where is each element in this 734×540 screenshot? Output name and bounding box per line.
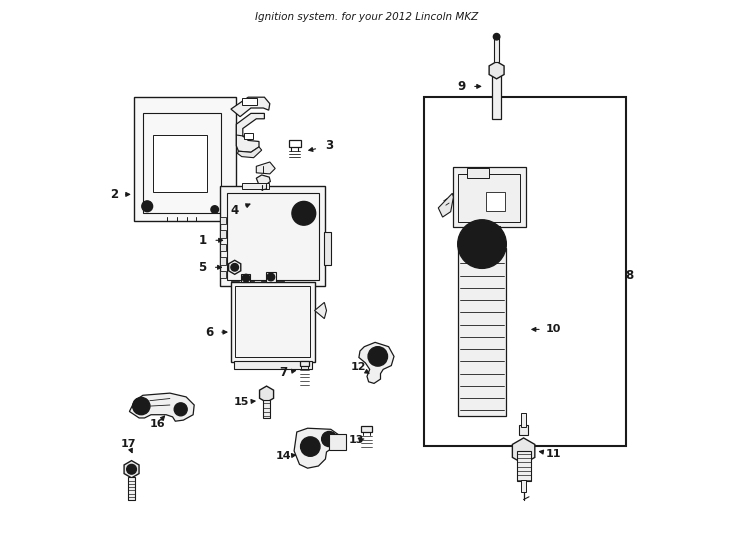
Polygon shape (236, 113, 264, 152)
Circle shape (211, 206, 219, 213)
Circle shape (242, 274, 250, 282)
Bar (220, 217, 225, 224)
Bar (241, 98, 257, 105)
Circle shape (458, 220, 506, 268)
Polygon shape (359, 342, 394, 383)
Text: 11: 11 (545, 449, 561, 458)
Polygon shape (489, 62, 504, 79)
Text: 10: 10 (545, 325, 561, 334)
Bar (241, 274, 250, 282)
Bar (324, 232, 331, 265)
Bar (241, 183, 269, 189)
Bar (227, 193, 319, 280)
Text: 9: 9 (457, 80, 465, 93)
Bar (233, 361, 312, 369)
Text: 17: 17 (120, 439, 136, 449)
Bar (220, 244, 225, 251)
Circle shape (297, 207, 310, 220)
Bar (493, 70, 501, 119)
Circle shape (321, 431, 337, 447)
Text: 3: 3 (325, 139, 333, 152)
Text: 4: 4 (230, 204, 239, 217)
Text: 16: 16 (150, 419, 165, 429)
Bar (517, 451, 531, 481)
Bar (128, 477, 135, 500)
Text: 7: 7 (279, 366, 288, 379)
Circle shape (133, 397, 150, 415)
Bar (220, 257, 225, 265)
Bar (231, 281, 239, 286)
Text: 8: 8 (625, 269, 633, 282)
Text: 12: 12 (351, 362, 367, 372)
Polygon shape (231, 97, 270, 117)
Bar (264, 400, 270, 418)
Polygon shape (124, 461, 139, 478)
Circle shape (465, 227, 499, 261)
Circle shape (127, 464, 137, 474)
Bar (330, 434, 346, 450)
Text: Ignition system. for your 2012 Lincoln MKZ: Ignition system. for your 2012 Lincoln M… (255, 12, 479, 22)
Polygon shape (260, 386, 274, 402)
Polygon shape (256, 162, 275, 174)
Bar (235, 286, 310, 357)
Bar (261, 281, 269, 286)
Polygon shape (256, 175, 270, 185)
Bar (220, 230, 225, 238)
Bar (244, 133, 252, 139)
Polygon shape (512, 438, 535, 464)
Bar (494, 37, 499, 62)
Text: 6: 6 (206, 326, 214, 339)
Bar (134, 97, 236, 221)
Bar (521, 480, 526, 492)
Bar (220, 271, 225, 278)
Circle shape (493, 33, 500, 40)
Bar (231, 282, 315, 362)
Circle shape (292, 201, 316, 225)
Bar (143, 113, 221, 213)
Circle shape (372, 351, 383, 362)
Bar (276, 281, 284, 286)
Bar (220, 186, 325, 286)
Text: 1: 1 (198, 234, 206, 247)
Circle shape (267, 273, 275, 281)
Polygon shape (438, 193, 454, 217)
Text: 15: 15 (234, 397, 250, 407)
Circle shape (301, 437, 320, 456)
Circle shape (368, 347, 388, 366)
Circle shape (231, 264, 239, 271)
Polygon shape (315, 302, 327, 319)
Polygon shape (294, 428, 340, 468)
Text: 13: 13 (349, 435, 364, 445)
Bar (360, 426, 372, 432)
Bar (153, 135, 206, 192)
Circle shape (482, 232, 497, 247)
Bar (299, 361, 309, 366)
Polygon shape (129, 393, 195, 421)
Bar (519, 425, 528, 435)
Bar (266, 272, 276, 282)
Polygon shape (228, 260, 241, 274)
Bar (521, 413, 526, 427)
Text: 5: 5 (198, 261, 206, 274)
Circle shape (174, 403, 187, 416)
Polygon shape (237, 147, 262, 158)
Bar (467, 168, 489, 178)
Bar (424, 97, 626, 446)
Bar (288, 140, 301, 147)
Bar (479, 226, 500, 239)
Bar (486, 192, 505, 211)
Text: 14: 14 (275, 451, 291, 461)
Bar (246, 281, 254, 286)
Bar (454, 167, 526, 227)
Circle shape (142, 201, 153, 212)
Text: 2: 2 (110, 188, 118, 201)
Bar (458, 248, 506, 416)
Circle shape (472, 234, 493, 254)
Bar (458, 174, 520, 222)
